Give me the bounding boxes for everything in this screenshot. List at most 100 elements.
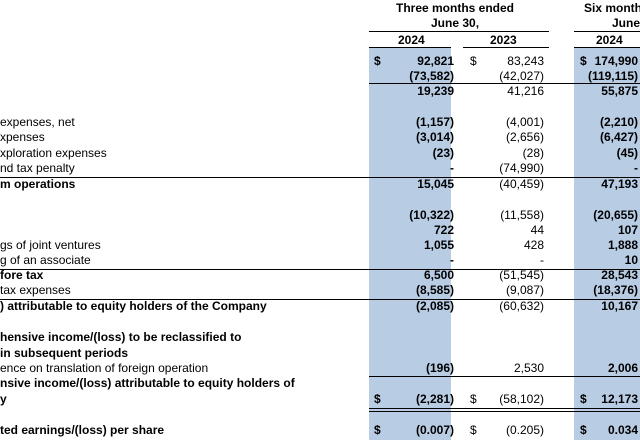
row-label: g of an associate xyxy=(0,253,91,267)
value-2024-three-months: (196) xyxy=(425,361,454,375)
shaded-column-2024-three-months xyxy=(369,48,451,440)
column-header-2024-six-months: 2024 xyxy=(596,33,623,47)
value-2024-six-months: 2,006 xyxy=(607,361,638,375)
value-2023-three-months: - xyxy=(540,253,544,267)
value-2024-three-months: (3,014) xyxy=(415,130,454,144)
value-2023-three-months: (11,558) xyxy=(500,208,544,222)
value-2023-three-months: 44 xyxy=(530,223,544,237)
value-2024-six-months: 174,990 xyxy=(594,54,638,68)
statement-row: ted earnings/(loss) per share $ $ $ (0.007) (… xyxy=(0,423,640,438)
statement-row: y $ $ $ (2,281) (58,102) 12,173 xyxy=(0,392,640,407)
statement-row: hensive income/(loss) to be reclassified… xyxy=(0,330,640,345)
value-2023-three-months: 83,243 xyxy=(507,54,544,68)
value-2024-six-months: - xyxy=(634,161,638,175)
value-2023-three-months: 41,216 xyxy=(507,84,544,98)
subtotal-rule-comprehensive xyxy=(369,376,640,377)
statement-row: (73,582) (42,027) (119,115) xyxy=(0,69,640,84)
row-label: ted earnings/(loss) per share xyxy=(0,423,165,437)
value-2023-three-months: (74,990) xyxy=(499,161,544,175)
statement-row: fore tax 6,500 (51,545) 28,543 xyxy=(0,268,640,283)
value-2024-six-months: (20,655) xyxy=(593,208,638,222)
value-2024-six-months: 0.034 xyxy=(607,423,638,437)
statement-row: gs of joint ventures 1,055 428 1,888 xyxy=(0,238,640,253)
value-2023-three-months: (28) xyxy=(522,146,544,160)
value-2023-three-months: (42,027) xyxy=(499,69,544,83)
value-2024-six-months: (2,210) xyxy=(599,115,638,129)
currency-2024: $ xyxy=(374,54,381,68)
statement-row: $ $ $92,821 83,243 174,990 xyxy=(0,54,640,69)
value-2024-six-months: (45) xyxy=(616,146,638,160)
subtotal-rule-gross xyxy=(369,83,640,84)
row-label: in subsequent periods xyxy=(0,346,129,360)
value-2024-six-months: 12,173 xyxy=(601,392,638,406)
statement-row: tax expenses (8,585) (9,087) (18,376) xyxy=(0,283,640,298)
year-underline-3 xyxy=(574,47,640,48)
value-2024-three-months: 6,500 xyxy=(423,268,454,282)
total-rule-double-a xyxy=(369,408,640,409)
value-2023-three-months: (51,545) xyxy=(499,268,544,282)
row-label: nsive income/(loss) attributable to equi… xyxy=(0,376,295,390)
row-label: xpenses xyxy=(0,130,45,144)
statement-row: 722 44 107 xyxy=(0,223,640,238)
value-2024-six-months: 28,543 xyxy=(601,268,638,282)
value-2024-six-months: 10 xyxy=(624,253,638,267)
value-2024-six-months: 47,193 xyxy=(601,177,638,191)
statement-row: ) attributable to equity holders of the … xyxy=(0,299,640,314)
value-2024-six-months: 55,875 xyxy=(601,84,638,98)
value-2024-three-months: 92,821 xyxy=(417,54,454,68)
header-underline-six-months xyxy=(574,31,640,32)
currency-2023: $ xyxy=(470,423,477,437)
row-label: expenses, net xyxy=(0,115,75,129)
value-2024-six-months: (6,427) xyxy=(599,130,638,144)
currency-six-months: $ xyxy=(580,423,587,437)
statement-row: g of an associate - - 10 xyxy=(0,253,640,268)
currency-2024: $ xyxy=(374,392,381,406)
statement-row: xploration expenses (23) (28) (45) xyxy=(0,146,640,161)
header-three-months-line2: June 30, xyxy=(431,16,480,30)
value-2024-three-months: - xyxy=(450,253,454,267)
row-label: gs of joint ventures xyxy=(0,238,101,252)
year-underline-2 xyxy=(463,47,549,48)
value-2023-three-months: 428 xyxy=(523,238,544,252)
value-2024-three-months: (8,585) xyxy=(415,283,454,297)
value-2024-six-months: (18,376) xyxy=(593,283,638,297)
value-2023-three-months: (2,656) xyxy=(505,130,544,144)
value-2023-three-months: 2,530 xyxy=(513,361,544,375)
value-2024-three-months: (1,157) xyxy=(415,115,454,129)
header-underline-three-months xyxy=(369,31,549,32)
subtotal-rule-before-tax xyxy=(0,269,640,270)
currency-six-months: $ xyxy=(580,54,587,68)
row-label: y xyxy=(0,392,7,406)
row-label: m operations xyxy=(0,177,76,191)
value-2024-three-months: - xyxy=(450,161,454,175)
year-underline-1 xyxy=(369,47,451,48)
statement-row: nd tax penalty - (74,990) - xyxy=(0,161,640,176)
row-label: nd tax penalty xyxy=(0,161,75,175)
value-2024-three-months: (0.007) xyxy=(415,423,454,437)
header-three-months-line1: Three months ended xyxy=(396,1,515,15)
row-label: hensive income/(loss) to be reclassified… xyxy=(0,330,242,344)
value-2023-three-months: (9,087) xyxy=(505,283,544,297)
column-header-2024-three-months: 2024 xyxy=(398,33,425,47)
value-2024-three-months: (2,085) xyxy=(415,299,454,313)
value-2024-six-months: (119,115) xyxy=(587,69,638,83)
value-2023-three-months: (40,459) xyxy=(499,177,544,191)
subtotal-rule-operations xyxy=(0,177,640,178)
value-2024-six-months: 107 xyxy=(617,223,638,237)
value-2023-three-months: (0.205) xyxy=(505,423,544,437)
value-2023-three-months: (60,632) xyxy=(499,299,544,313)
header-six-months-line1: Six month xyxy=(584,1,640,15)
value-2023-three-months: (4,001) xyxy=(505,115,544,129)
row-label: fore tax xyxy=(0,268,44,282)
row-label: ) attributable to equity holders of the … xyxy=(0,299,267,313)
row-label: ence on translation of foreign operation xyxy=(0,361,209,375)
value-2024-three-months: (23) xyxy=(432,146,454,160)
value-2024-three-months: (2,281) xyxy=(415,392,454,406)
shaded-column-2024-six-months xyxy=(574,48,640,440)
value-2024-three-months: (10,322) xyxy=(409,208,454,222)
value-2024-six-months: 1,888 xyxy=(607,238,638,252)
value-2024-six-months: 10,167 xyxy=(601,299,638,313)
value-2024-three-months: 19,239 xyxy=(417,84,454,98)
value-2024-three-months: 1,055 xyxy=(423,238,454,252)
row-label: tax expenses xyxy=(0,283,71,297)
